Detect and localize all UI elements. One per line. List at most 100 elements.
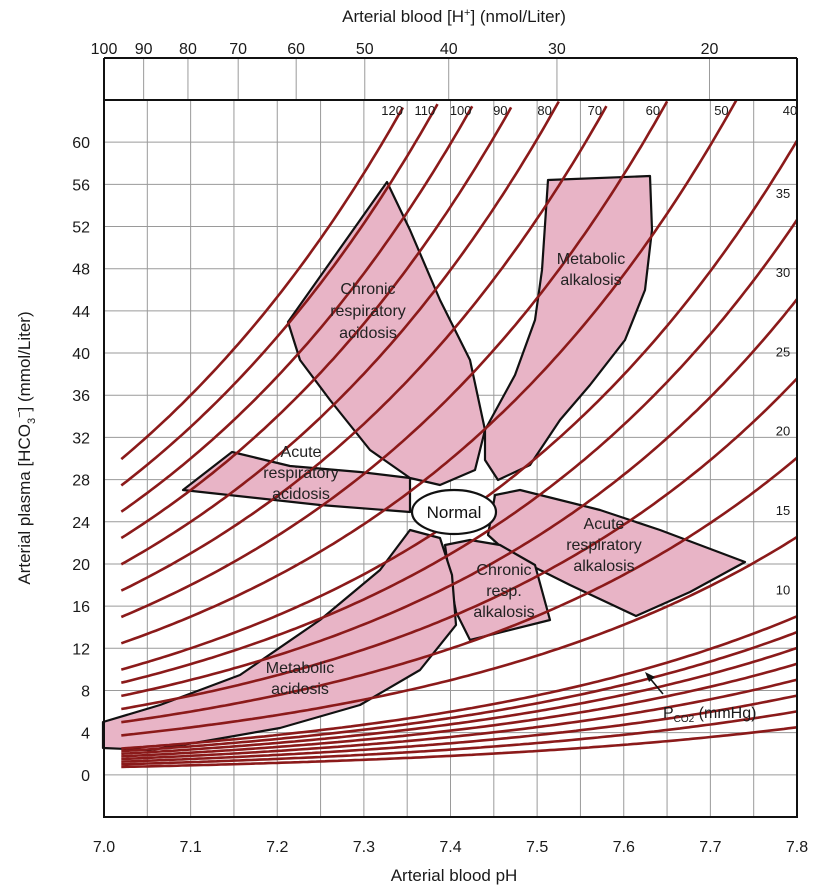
y-tick-label: 32 bbox=[72, 430, 90, 447]
pco2-isopleth bbox=[120, 100, 669, 619]
x2-tick-label: 100 bbox=[91, 41, 118, 58]
y-tick-label: 4 bbox=[81, 726, 90, 743]
pco2-isopleth bbox=[120, 105, 608, 592]
acute-respiratory-acidosis-line1: Acute bbox=[281, 444, 322, 461]
pco2-isopleth bbox=[120, 106, 513, 540]
normal-label: Normal bbox=[427, 503, 482, 522]
chronic-resp-alkalosis-line1: Chronic bbox=[476, 562, 531, 579]
metabolic-acidosis-line1: Metabolic bbox=[266, 660, 334, 677]
y-tick-label: 44 bbox=[72, 304, 90, 321]
pco2-isopleth bbox=[121, 377, 798, 711]
x2-tick-label: 50 bbox=[356, 41, 374, 58]
pco2-curve-label: 40 bbox=[783, 103, 797, 118]
y-axis-title: Arterial plasma [HCO3−] (mmol/Liter) bbox=[14, 311, 38, 584]
x-tick-label: 7.1 bbox=[180, 839, 202, 856]
chronic-resp-alkalosis-line3: alkalosis bbox=[473, 604, 534, 621]
y-tick-label: 36 bbox=[72, 388, 90, 405]
y-tick-label: 56 bbox=[72, 177, 90, 194]
y-tick-label: 60 bbox=[72, 135, 90, 152]
y-tick-label: 0 bbox=[81, 768, 90, 785]
pco2-isopleth bbox=[121, 710, 798, 766]
x-tick-label: 7.5 bbox=[526, 839, 548, 856]
pco2-isopleth bbox=[121, 694, 798, 763]
x2-tick-label: 90 bbox=[135, 41, 153, 58]
x2-tick-label: 70 bbox=[229, 41, 247, 58]
x-axis-title: Arterial blood pH bbox=[391, 866, 518, 885]
pco2-annotation-label: PCO2 (mmHg) bbox=[663, 705, 756, 725]
chronic-resp-alkalosis-line2: resp. bbox=[486, 583, 522, 600]
x2-tick-label: 30 bbox=[548, 41, 566, 58]
pco2-curve-label: 110 bbox=[414, 103, 435, 118]
chronic-respiratory-acidosis-line1: Chronic bbox=[340, 281, 395, 298]
pco2-curve-label: 25 bbox=[776, 344, 790, 359]
acute-respiratory-alkalosis-line3: alkalosis bbox=[573, 558, 634, 575]
axis-ticks: 7.0 7.1 7.2 7.3 7.4 7.5 7.6 7.7 7.80481216202428… bbox=[72, 41, 808, 856]
x2-axis-title: Arterial blood [H+] (nmol/Liter) bbox=[342, 7, 566, 26]
chronic-respiratory-acidosis-line2: respiratory bbox=[330, 303, 406, 320]
pco2-curve-label: 35 bbox=[776, 186, 790, 201]
normal-region bbox=[410, 488, 498, 536]
pco2-isopleth bbox=[120, 99, 738, 645]
pco2-arrow-head bbox=[645, 672, 655, 682]
pco2-isopleth bbox=[121, 615, 798, 750]
pco2-isopleth bbox=[121, 726, 798, 769]
plot-frame bbox=[103, 57, 798, 818]
pco2-curve-label: 70 bbox=[588, 103, 602, 118]
y-tick-label: 48 bbox=[72, 262, 90, 279]
y-tick-label: 28 bbox=[72, 473, 90, 490]
pco2-curve-label: 30 bbox=[776, 265, 790, 280]
pco2-curve-label: 60 bbox=[646, 103, 660, 118]
x-tick-label: 7.8 bbox=[786, 839, 808, 856]
acute-respiratory-alkalosis-line1: Acute bbox=[584, 516, 625, 533]
x-tick-label: 7.3 bbox=[353, 839, 375, 856]
y-tick-label: 20 bbox=[72, 557, 90, 574]
y-tick-label: 24 bbox=[72, 515, 90, 532]
pco2-curve-label: 80 bbox=[537, 103, 551, 118]
pco2-curve-label: 120 bbox=[381, 103, 403, 118]
pco2-curve-label: 90 bbox=[493, 103, 507, 118]
pco2-isopleth bbox=[120, 100, 560, 566]
y-tick-label: 40 bbox=[72, 346, 90, 363]
y-tick-label: 52 bbox=[72, 220, 90, 237]
region-labels: Normal Chronic respiratory acidosis Acut… bbox=[263, 251, 642, 698]
pco2-curve-label: 100 bbox=[450, 103, 472, 118]
x-tick-label: 7.4 bbox=[439, 839, 461, 856]
region-metabolic-alkalosis bbox=[483, 174, 654, 482]
pco2-isopleth bbox=[121, 646, 798, 756]
pco2-isopleth bbox=[121, 219, 799, 684]
pco2-isopleth bbox=[121, 630, 798, 753]
plot-border bbox=[103, 99, 798, 818]
acute-respiratory-alkalosis-line2: respiratory bbox=[566, 537, 642, 554]
y-tick-label: 16 bbox=[72, 599, 90, 616]
metabolic-acidosis-line2: acidosis bbox=[271, 681, 329, 698]
metabolic-alkalosis-line2: alkalosis bbox=[560, 272, 621, 289]
pco2-isopleth bbox=[120, 103, 439, 487]
acute-respiratory-acidosis-line3: acidosis bbox=[272, 486, 330, 503]
pco2-isopleth bbox=[121, 662, 798, 758]
regions-layer bbox=[101, 174, 747, 752]
pco2-curve-label: 50 bbox=[714, 103, 728, 118]
pco2-curve-label: 10 bbox=[776, 582, 790, 597]
pco2-curve-labels: 120 110 100 90 80 70 60 50 40 35 30 25 20 15 10 bbox=[381, 103, 797, 597]
x-tick-label: 7.7 bbox=[699, 839, 721, 856]
x-tick-label: 7.2 bbox=[266, 839, 288, 856]
metabolic-alkalosis-line1: Metabolic bbox=[557, 251, 625, 268]
pco2-curve-label: 15 bbox=[776, 503, 790, 518]
pco2-isopleth bbox=[120, 106, 405, 461]
y-tick-label: 12 bbox=[72, 641, 90, 658]
x2-tick-label: 20 bbox=[701, 41, 719, 58]
x2-tick-label: 80 bbox=[179, 41, 197, 58]
pco2-isopleth bbox=[121, 456, 798, 724]
pco2-isopleth bbox=[121, 535, 798, 737]
x-tick-label: 7.6 bbox=[613, 839, 635, 856]
acute-respiratory-acidosis-line2: respiratory bbox=[263, 465, 339, 482]
pco2-isopleth bbox=[121, 678, 798, 761]
pco2-isopleth bbox=[120, 105, 474, 513]
x-tick-label: 7.0 bbox=[93, 839, 115, 856]
chronic-respiratory-acidosis-line3: acidosis bbox=[339, 325, 397, 342]
pco2-curve-label: 20 bbox=[776, 424, 790, 439]
x2-tick-label: 40 bbox=[440, 41, 458, 58]
y-tick-label: 8 bbox=[81, 683, 90, 700]
x2-tick-label: 60 bbox=[287, 41, 305, 58]
